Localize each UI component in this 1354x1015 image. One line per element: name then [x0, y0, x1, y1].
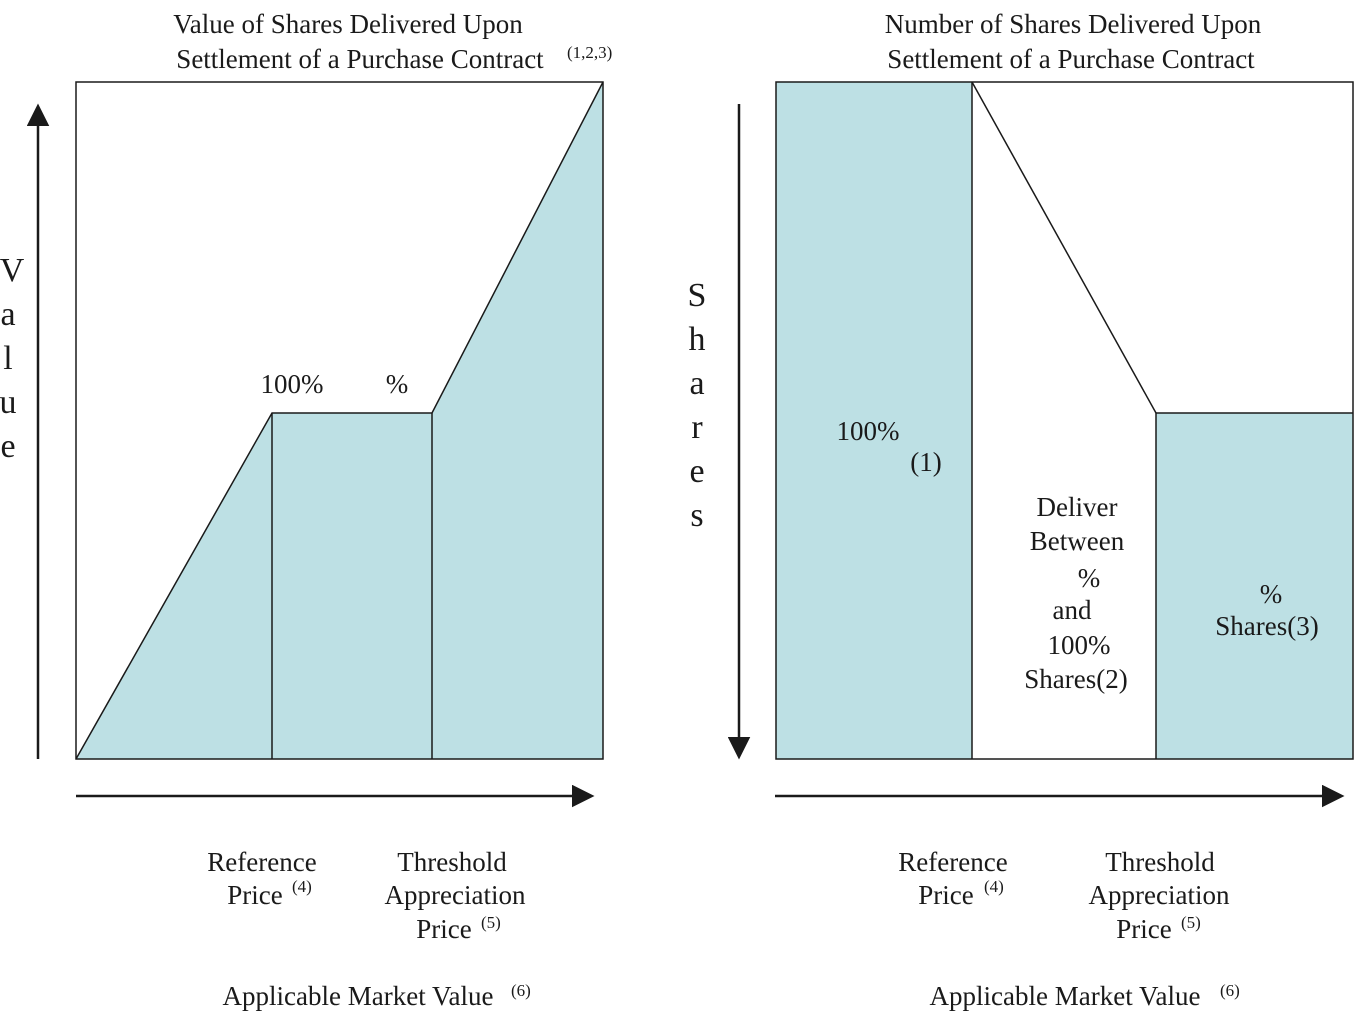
right-y-label-char: r: [691, 409, 703, 446]
right-region-full-shares: [776, 82, 972, 759]
left-chart-title-line1: Value of Shares Delivered Upon: [173, 9, 523, 39]
left-chart: Value of Shares Delivered Upon Settlemen…: [0, 9, 612, 1011]
left-value-line: [75, 81, 604, 760]
right-y-label-char: S: [688, 277, 707, 314]
left-chart-title-footnote: (1,2,3): [567, 43, 612, 62]
left-reference-label-line2: Price: [227, 880, 282, 910]
right-y-label-char: a: [689, 365, 704, 402]
right-region2-label-line3: %: [1078, 563, 1101, 593]
right-x-axis-label: Applicable Market Value: [930, 981, 1201, 1011]
left-reference-label-line1: Reference: [207, 847, 316, 877]
right-reference-label-line2: Price: [918, 880, 973, 910]
left-threshold-label-line3: Price: [416, 914, 471, 944]
right-threshold-label-line1: Threshold: [1105, 847, 1215, 877]
left-reference-footnote: (4): [292, 877, 312, 896]
left-label-100-percent: 100%: [261, 369, 324, 399]
right-region3-label-line1: %: [1260, 579, 1283, 609]
left-y-label-char: a: [0, 296, 15, 333]
left-y-label-char: u: [0, 384, 17, 421]
right-region-min-shares: [1156, 413, 1353, 759]
right-threshold-label-line2: Appreciation: [1089, 880, 1230, 910]
right-chart-title-line2: Settlement of a Purchase Contract: [887, 44, 1255, 74]
left-chart-frame: [75, 81, 604, 760]
left-y-label-char: e: [0, 428, 15, 465]
right-reference-footnote: (4): [984, 877, 1004, 896]
right-region2-label-line5: 100%: [1048, 630, 1111, 660]
right-region1-label-line1: 100%: [837, 416, 900, 446]
right-decline-line: [971, 81, 1157, 414]
right-y-label-char: h: [689, 321, 706, 358]
right-chart-frame: [775, 81, 1354, 760]
right-region2-label-line6: Shares(2): [1024, 664, 1127, 694]
right-y-label-char: s: [690, 497, 703, 534]
right-chart: Number of Shares Delivered Upon Settleme…: [688, 9, 1354, 1011]
right-chart-title-line1: Number of Shares Delivered Upon: [885, 9, 1262, 39]
left-y-label-char: V: [0, 252, 25, 289]
left-threshold-label-line2: Appreciation: [385, 880, 526, 910]
left-label-percent: %: [386, 369, 409, 399]
right-threshold-footnote: (5): [1181, 913, 1201, 932]
right-region2-label-line2: Between: [1030, 526, 1125, 556]
left-region-flat: [272, 413, 432, 759]
left-x-axis-label: Applicable Market Value: [223, 981, 494, 1011]
left-region-above-threshold: [432, 82, 603, 759]
left-x-axis-footnote: (6): [511, 981, 531, 1000]
right-region2-label-line4: and: [1053, 595, 1092, 625]
left-y-label-char: l: [3, 340, 12, 377]
right-reference-label-line1: Reference: [898, 847, 1007, 877]
right-region1-label-line2: (1): [910, 447, 941, 477]
left-threshold-footnote: (5): [481, 913, 501, 932]
right-x-axis-footnote: (6): [1220, 981, 1240, 1000]
left-chart-title-line2: Settlement of a Purchase Contract: [176, 44, 544, 74]
right-threshold-label-line3: Price: [1116, 914, 1171, 944]
left-threshold-label-line1: Threshold: [397, 847, 507, 877]
right-region2-label-line1: Deliver: [1037, 492, 1118, 522]
right-region3-label-line2: Shares(3): [1215, 611, 1318, 641]
right-y-label-char: e: [689, 453, 704, 490]
